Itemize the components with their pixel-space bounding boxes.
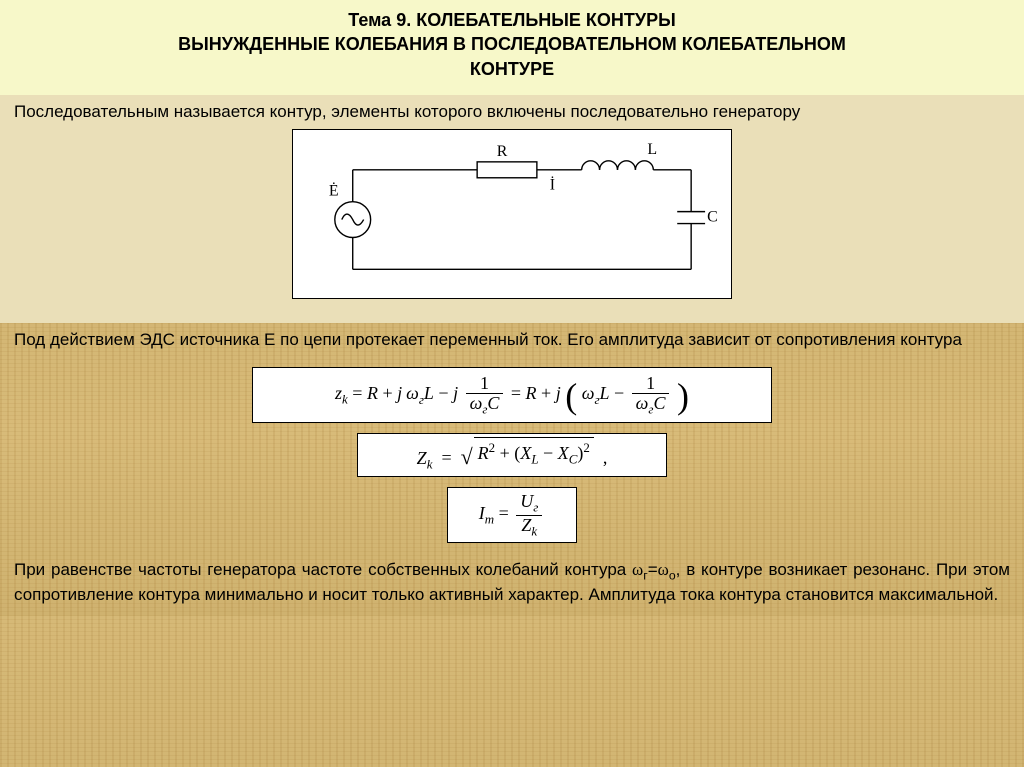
- f3-Z: Z: [521, 515, 531, 535]
- intro-text: Последовательным называется контур, элем…: [0, 95, 1024, 131]
- f1-R2: R: [526, 383, 537, 403]
- formula-im: Im = Uг Zk: [447, 487, 577, 543]
- f1-L2: L: [600, 383, 610, 403]
- f1-j3: j: [556, 383, 561, 403]
- formula-z-complex: zk = R + jωгL − j 1 ωгC = R + j ( ωгL − …: [252, 367, 772, 423]
- f1-w3: ω: [582, 383, 595, 403]
- f1-num1: 1: [476, 374, 493, 393]
- title-line-1: Тема 9. КОЛЕБАТЕЛЬНЫЕ КОНТУРЫ: [10, 8, 1014, 32]
- label-resistor: R: [497, 143, 508, 160]
- f2-sq: 2: [583, 440, 589, 455]
- f3-Us: г: [533, 500, 538, 515]
- f3-Zs: k: [531, 523, 537, 538]
- f2-comma: ,: [603, 448, 608, 468]
- f1-w2: ω: [470, 393, 483, 413]
- resonance-wo-sub: о: [669, 568, 676, 582]
- formula-z-magnitude: Zk = √ R2 + (XL − XC)2 ,: [357, 433, 667, 477]
- label-source: Ė: [329, 182, 339, 200]
- title-line-2: ВЫНУЖДЕННЫЕ КОЛЕБАНИЯ В ПОСЛЕДОВАТЕЛЬНОМ…: [10, 32, 1014, 56]
- paragraph-after-circuit: Под действием ЭДС источника Е по цепи пр…: [0, 323, 1024, 361]
- f1-w4: ω: [636, 393, 649, 413]
- f1-num2: 1: [642, 374, 659, 393]
- label-current: İ: [550, 176, 555, 194]
- f1-w1: ω: [406, 383, 419, 403]
- label-capacitor: C: [707, 209, 718, 226]
- title-band: Тема 9. КОЛЕБАТЕЛЬНЫЕ КОНТУРЫ ВЫНУЖДЕННЫ…: [0, 0, 1024, 95]
- f1-C2: C: [653, 393, 665, 413]
- f1-R: R: [367, 383, 378, 403]
- resonance-wg: ω: [632, 560, 643, 579]
- circuit-svg: Ė R L İ C: [293, 130, 731, 299]
- resonance-wo: ω: [658, 560, 669, 579]
- f2-R: R: [478, 443, 489, 463]
- f1-j1: j: [397, 383, 402, 403]
- paragraph-resonance: При равенстве частоты генератора частоте…: [0, 553, 1024, 616]
- label-inductor: L: [647, 141, 657, 158]
- f1-L1: L: [424, 383, 434, 403]
- circuit-band: Ė R L İ C: [0, 129, 1024, 323]
- f2-XL: X: [520, 443, 531, 463]
- f1-j2: j: [453, 383, 458, 403]
- resonance-eq: =: [648, 560, 658, 579]
- f2-XLs: L: [531, 452, 538, 467]
- f2-XCs: C: [569, 452, 578, 467]
- f2-XC: X: [558, 443, 569, 463]
- circuit-diagram: Ė R L İ C: [292, 129, 732, 299]
- f3-U: U: [520, 491, 533, 511]
- f1-C1: C: [487, 393, 499, 413]
- resonance-prefix: При равенстве частоты генератора частоте…: [14, 560, 632, 579]
- f2-Rsq: 2: [489, 440, 495, 455]
- title-line-3: КОНТУРЕ: [10, 57, 1014, 81]
